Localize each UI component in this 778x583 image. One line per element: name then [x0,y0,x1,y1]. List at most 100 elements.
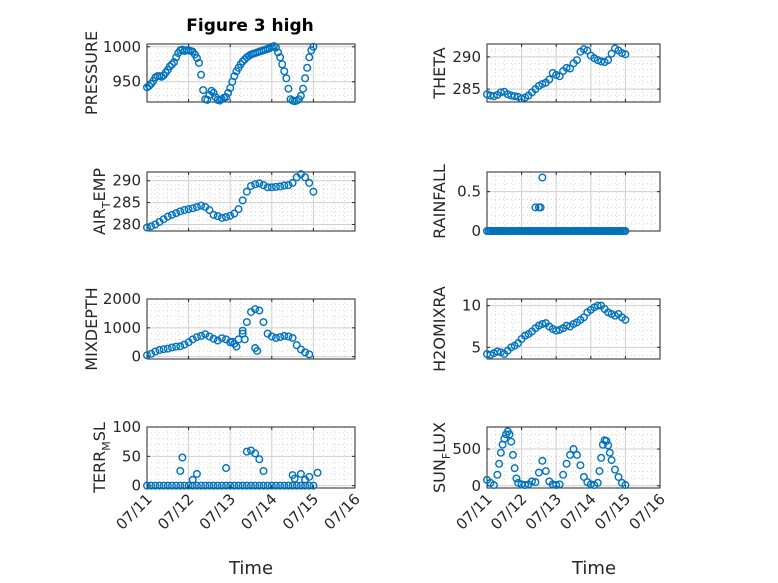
data-points [142,170,318,232]
data-point [192,333,201,342]
data-point [276,333,285,342]
data-point [222,464,231,473]
data-point [267,332,276,341]
data-point [192,481,201,490]
data-point [538,456,547,465]
data-point [305,178,314,187]
data-point [569,445,578,454]
data-point [222,481,231,490]
y-axis-label: AIRTEMP [90,168,113,235]
data-point [176,466,185,475]
data-point [496,448,505,457]
data-point [292,341,301,350]
data-point [213,336,222,345]
data-point [267,183,276,192]
data-point [309,42,318,51]
y-axis-label-text: RAINFALL [430,164,449,239]
data-point [213,212,222,221]
data-point [274,48,283,57]
figure-title: Figure 3 high [186,16,314,36]
y-tick-label: 500 [452,440,481,458]
data-point [234,205,243,214]
data-point [500,434,509,443]
data-point [188,481,197,490]
data-point [199,86,208,95]
data-point [489,481,498,490]
data-point [155,346,164,355]
x-axis-label-right: Time [571,558,616,579]
data-point [209,481,218,490]
data-point [253,346,262,355]
axes-frame [486,298,661,360]
y-axis-label-text: SUN [430,459,449,493]
y-axis-label: TERRMSL [90,422,113,494]
data-point [271,333,280,342]
axes-frame [146,298,356,360]
data-point [531,478,540,487]
data-point [142,351,151,360]
data-point [209,88,218,97]
data-point [276,53,285,62]
data-point [259,481,268,490]
data-point [493,347,502,356]
data-point [197,70,206,79]
data-point [167,343,176,352]
data-point [555,480,564,489]
data-point [305,481,314,490]
data-point [288,481,297,490]
data-point [280,331,289,340]
data-points [142,446,322,490]
y-axis-label: MIXDEPTH [82,287,101,370]
y-tick-label: 2000 [103,290,141,308]
data-point [163,344,172,353]
data-point [230,209,239,218]
data-point [234,481,243,490]
data-points [483,173,630,235]
y-tick-label: 10 [462,297,481,315]
data-point [604,441,613,450]
data-point [267,481,276,490]
data-point [205,206,214,215]
x-axis-label-left: Time [228,558,273,579]
data-point [147,481,156,490]
y-tick-label: 280 [112,215,141,233]
data-point [259,466,268,475]
y-axis-label: H2OMIXRA [430,286,449,372]
data-point [251,481,260,490]
data-point [217,213,226,222]
data-point [276,481,285,490]
data-point [508,450,517,459]
data-point [595,467,604,476]
data-point [290,474,299,483]
data-point [495,459,504,468]
data-point [572,450,581,459]
data-point [251,180,260,189]
data-point [188,475,197,484]
data-point [142,481,151,490]
data-point [151,481,160,490]
subplot-rainfall: 0 0.5 RAINFALL [430,164,661,240]
y-tick-label: 5 [471,338,481,356]
y-tick-label: 285 [112,194,141,212]
y-axis-label-subscript: M [100,441,113,451]
data-point [242,481,251,490]
data-point [271,481,280,490]
data-point [271,182,280,191]
data-point [288,333,297,342]
data-point [184,481,193,490]
data-point [576,461,585,470]
data-point [147,222,156,231]
data-point [299,84,308,93]
data-point [614,472,623,481]
data-point [512,474,521,483]
data-point [562,63,571,72]
data-point [259,318,268,327]
data-point [217,334,226,343]
data-point [284,481,293,490]
y-tick-label: 0 [471,222,481,240]
data-point [538,79,547,88]
data-point [145,81,154,90]
data-point [545,75,554,84]
